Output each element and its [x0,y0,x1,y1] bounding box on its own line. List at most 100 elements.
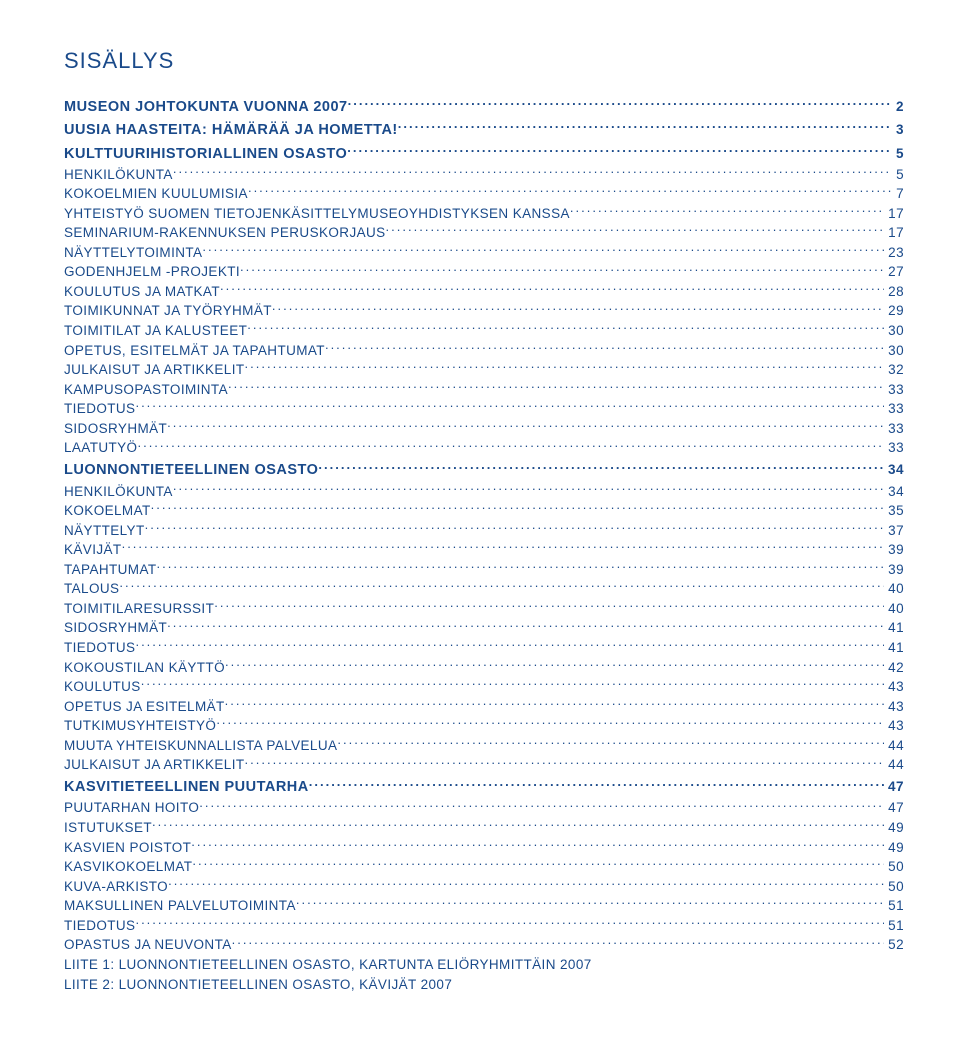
toc-leader [348,96,892,111]
appendix-block: LIITE 1: LUONNONTIETEELLINEN OSASTO, KAR… [64,955,904,994]
toc-leader [272,302,884,316]
toc-leader [386,224,885,238]
toc-leader [191,838,884,852]
toc-label: TAPAHTUMAT [64,560,157,580]
toc-page-number: 30 [884,321,904,341]
toc-leader [214,599,884,613]
toc-leader [398,120,892,135]
toc-row: SIDOSRYHMÄT33 [64,419,904,439]
toc-page-number: 49 [884,818,904,838]
toc-label: LAATUTYÖ [64,438,137,458]
toc-leader [225,658,884,672]
toc-label: TOIMITILARESURSSIT [64,599,214,619]
toc-page-number: 30 [884,341,904,361]
toc-label: KOULUTUS JA MATKAT [64,282,220,302]
toc-leader [337,736,884,750]
toc-leader [173,482,884,496]
toc-label: OPETUS, ESITELMÄT JA TAPAHTUMAT [64,341,325,361]
toc-row: KAMPUSOPASTOIMINTA 33 [64,380,904,400]
toc-label: TALOUS [64,579,119,599]
toc-row: TALOUS 40 [64,579,904,599]
toc-page-number: 39 [884,540,904,560]
toc-row: MUUTA YHTEISKUNNALLISTA PALVELUA44 [64,736,904,756]
toc-row: PUUTARHAN HOITO47 [64,798,904,818]
toc-page-number: 7 [892,184,904,204]
toc-page-number: 17 [884,223,904,243]
toc-label: SEMINARIUM-RAKENNUKSEN PERUSKORJAUS [64,223,386,243]
toc-label: KOKOELMAT [64,501,151,521]
toc-leader [232,936,885,950]
toc-page-number: 34 [884,482,904,502]
toc-leader [248,185,892,199]
toc-row: KASVIKOKOELMAT50 [64,857,904,877]
toc-label: HENKILÖKUNTA [64,482,173,502]
toc-label: KASVIKOKOELMAT [64,857,192,877]
toc-leader [135,400,884,414]
toc-page-number: 34 [884,460,904,480]
toc-page-number: 35 [884,501,904,521]
toc-row: KASVIEN POISTOT49 [64,838,904,858]
toc-label: UUSIA HAASTEITA: HÄMÄRÄÄ JA HOMETTA! [64,120,398,141]
toc-leader [228,380,884,394]
toc-page-number: 43 [884,677,904,697]
toc-label: MAKSULLINEN PALVELUTOIMINTA [64,896,296,916]
toc-row: JULKAISUT JA ARTIKKELIT32 [64,360,904,380]
toc-row: ISTUTUKSET49 [64,818,904,838]
toc-label: JULKAISUT JA ARTIKKELIT [64,755,245,775]
toc-row: OPETUS JA ESITELMÄT43 [64,697,904,717]
toc-label: KASVIEN POISTOT [64,838,191,858]
toc-row: KOKOUSTILAN KÄYTTÖ42 [64,658,904,678]
toc-page-number: 33 [884,380,904,400]
toc-label: TIEDOTUS [64,638,135,658]
toc-page-number: 2 [892,97,904,117]
toc-label: SIDOSRYHMÄT [64,419,167,439]
toc-leader [325,341,884,355]
toc-page-number: 33 [884,399,904,419]
toc-row: JULKAISUT JA ARTIKKELIT44 [64,755,904,775]
toc-label: MUUTA YHTEISKUNNALLISTA PALVELUA [64,736,337,756]
toc-page-number: 27 [884,262,904,282]
toc-row: NÄYTTELYTOIMINTA23 [64,243,904,263]
toc-leader [145,521,885,535]
toc-row: KOKOELMAT 35 [64,501,904,521]
toc-label: KÄVIJÄT [64,540,122,560]
toc-page-number: 41 [884,638,904,658]
toc-label: NÄYTTELYTOIMINTA [64,243,202,263]
toc-leader [245,756,885,770]
toc-page-number: 47 [884,798,904,818]
toc-label: KOKOELMIEN KUULUMISIA [64,184,248,204]
toc-leader [318,460,884,475]
toc-label: OPETUS JA ESITELMÄT [64,697,225,717]
toc-leader [168,877,884,891]
toc-row: YHTEISTYÖ SUOMEN TIETOJENKÄSITTELYMUSEOY… [64,204,904,224]
toc-page-number: 40 [884,579,904,599]
toc-page-number: 5 [892,144,904,164]
toc-leader [135,916,884,930]
toc-label: OPASTUS JA NEUVONTA [64,935,232,955]
toc-row: GODENHJELM -PROJEKTI27 [64,262,904,282]
toc-leader [173,165,892,179]
toc-leader [309,777,884,792]
toc-leader [141,678,884,692]
toc-leader [137,439,884,453]
toc-leader [220,282,884,296]
toc-row: TOIMITILARESURSSIT40 [64,599,904,619]
toc-row: KULTTUURIHISTORIALLINEN OSASTO5 [64,143,904,165]
toc-row: KOULUTUS JA MATKAT28 [64,282,904,302]
toc-row: SIDOSRYHMÄT41 [64,618,904,638]
toc-row: HENKILÖKUNTA5 [64,165,904,185]
toc-row: OPETUS, ESITELMÄT JA TAPAHTUMAT 30 [64,341,904,361]
toc-leader [225,697,885,711]
toc-row: LUONNONTIETEELLINEN OSASTO34 [64,460,904,482]
toc-leader [245,361,885,375]
toc-label: KAMPUSOPASTOIMINTA [64,380,228,400]
toc-label: TOIMIKUNNAT JA TYÖRYHMÄT [64,301,272,321]
toc-row: LAATUTYÖ33 [64,438,904,458]
toc-row: HENKILÖKUNTA 34 [64,482,904,502]
toc-leader [296,897,884,911]
toc-page-number: 51 [884,916,904,936]
toc-row: TOIMITILAT JA KALUSTEET30 [64,321,904,341]
toc-label: SIDOSRYHMÄT [64,618,167,638]
toc-row: KUVA-ARKISTO50 [64,877,904,897]
toc-label: TIEDOTUS [64,916,135,936]
